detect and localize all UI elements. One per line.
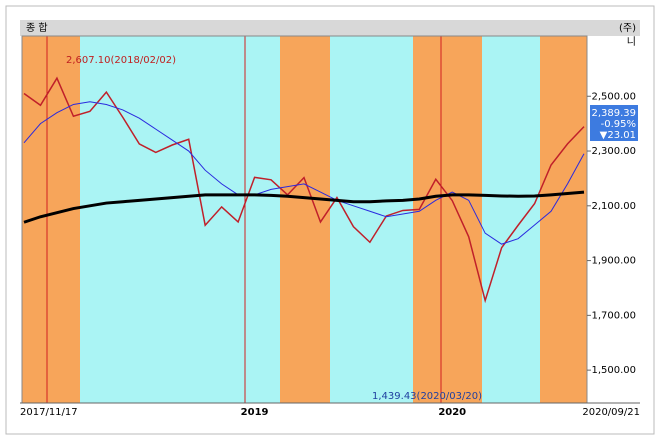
change: ▼23.01 (600, 130, 636, 141)
x-tick-label: 2019 (241, 407, 269, 418)
series-line (23, 101, 585, 245)
y-tick-label: 1,500.00 (591, 365, 636, 376)
y-tick-label: 2,300.00 (591, 146, 636, 157)
header-bar (20, 20, 640, 36)
y-tick-label: 1,900.00 (591, 256, 636, 267)
series-line (23, 76, 585, 304)
header-unit: 니 (627, 36, 636, 48)
y-tick-label: 2,100.00 (591, 201, 636, 212)
annotation: 2,607.10(2018/02/02) (66, 55, 176, 66)
x-tick-label: 2020 (438, 407, 466, 418)
period-bands (22, 36, 587, 403)
header-left: 종 합 (26, 22, 48, 34)
price-box (590, 105, 638, 141)
series-line (23, 190, 585, 224)
y-tick-label: 2,500.00 (591, 91, 636, 102)
y-tick-label: 1,700.00 (591, 310, 636, 321)
annotation: 1,439.43(2020/03/20) (372, 391, 482, 402)
change-pct: -0.95% (601, 119, 636, 130)
x-tick-label: 2020/09/21 (582, 407, 640, 418)
current-price: 2,389.39 (591, 108, 636, 119)
x-tick-label: 2017/11/17 (20, 407, 78, 418)
header-right: (주) (619, 23, 636, 34)
